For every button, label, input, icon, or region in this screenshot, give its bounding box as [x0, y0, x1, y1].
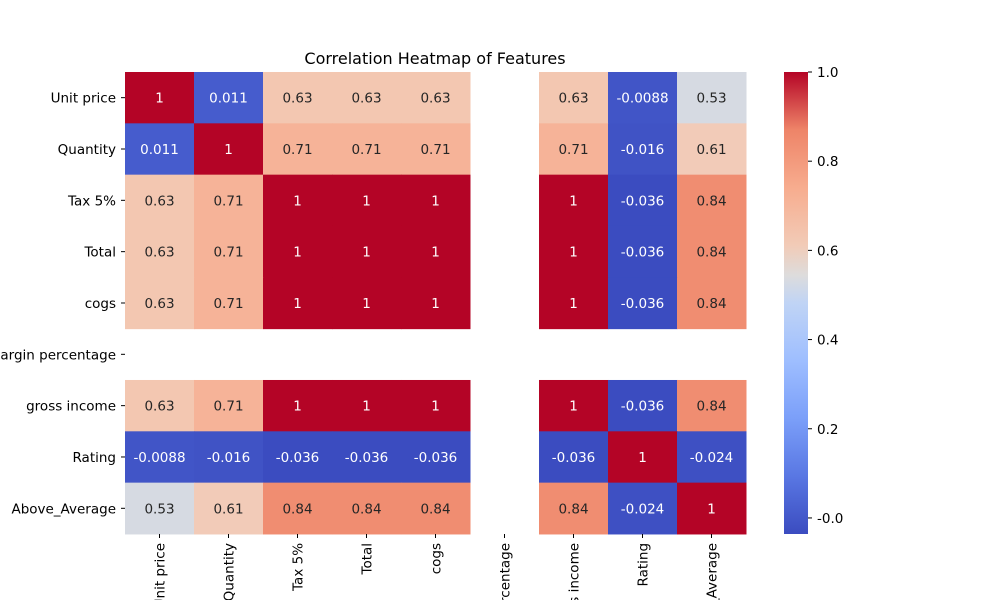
colorbar-tick-label: 0.8 [817, 154, 838, 170]
cell-annotation: 1 [431, 399, 440, 415]
cell-annotation: -0.036 [552, 450, 596, 466]
cell-annotation: 0.61 [213, 501, 243, 517]
colorbar-tick-label: 0.4 [817, 333, 838, 349]
cell-annotation: 1 [293, 296, 302, 312]
cell-annotation: 1 [707, 501, 716, 517]
chart-title: Correlation Heatmap of Features [304, 49, 565, 68]
x-tick-label: gross income [567, 543, 583, 600]
cell-annotation: 0.71 [351, 142, 381, 158]
cell-annotation: 0.61 [696, 142, 726, 158]
cell-annotation: 0.71 [213, 193, 243, 209]
cell-annotation: 0.63 [144, 296, 174, 312]
cell-annotation: 1 [224, 142, 233, 158]
cell-annotation: 1 [431, 245, 440, 261]
cell-annotation: -0.036 [621, 399, 665, 415]
cell-annotation: -0.016 [207, 450, 251, 466]
x-tick-label: Quantity [222, 543, 238, 600]
cell-annotation: 1 [431, 193, 440, 209]
y-tick-label: Quantity [58, 142, 116, 158]
colorbar-tick-label: 1.0 [817, 65, 838, 81]
cell-annotation: 0.63 [144, 245, 174, 261]
y-tick-label: Total [83, 245, 116, 261]
x-tick-label: Rating [636, 543, 652, 587]
cell-annotation: 0.71 [420, 142, 450, 158]
cell-annotation: 0.84 [351, 501, 381, 517]
cell-annotation: 1 [431, 296, 440, 312]
x-tick-label: Unit price [153, 543, 169, 600]
cell-annotation: 1 [293, 193, 302, 209]
cell-annotation: 0.84 [696, 245, 726, 261]
cell-annotation: 1 [362, 399, 371, 415]
y-tick-label: Unit price [51, 91, 116, 107]
y-tick-label: gross income [26, 399, 116, 415]
cell-annotation: 0.011 [140, 142, 179, 158]
cell-annotation: 0.63 [144, 193, 174, 209]
cell-annotation: 0.63 [144, 399, 174, 415]
cell-annotation: -0.0088 [616, 91, 668, 107]
cell-annotation: 1 [569, 399, 578, 415]
cell-annotation: 0.84 [420, 501, 450, 517]
cell-annotation: 0.84 [282, 501, 312, 517]
colorbar-tick-label: 0.6 [817, 243, 838, 259]
cell-annotation: -0.024 [690, 450, 734, 466]
cell-annotation: 0.71 [282, 142, 312, 158]
x-tick-label: cogs [429, 543, 445, 574]
cell-annotation: -0.036 [414, 450, 458, 466]
cell-annotation: 0.71 [558, 142, 588, 158]
cell-annotation: 1 [362, 296, 371, 312]
cell-annotation: 0.63 [420, 91, 450, 107]
cell-annotation: 0.011 [209, 91, 248, 107]
colorbar-gradient [784, 72, 808, 534]
cell-annotation: -0.036 [621, 245, 665, 261]
colorbar: -0.0 0.2 0.4 0.6 0.8 1.0 [784, 65, 843, 534]
cell-annotation: 1 [569, 245, 578, 261]
y-tick-label: gross margin percentage [0, 347, 116, 363]
cell-annotation: 0.84 [696, 296, 726, 312]
cell-annotation: 0.71 [213, 245, 243, 261]
cell-annotation: -0.0088 [133, 450, 185, 466]
cell-annotation: 0.53 [144, 501, 174, 517]
cell-annotation: -0.036 [276, 450, 320, 466]
cell-annotation: 1 [569, 193, 578, 209]
colorbar-tick-label: 0.2 [817, 422, 838, 438]
cell-annotation: 0.53 [696, 91, 726, 107]
colorbar-tick-label: -0.0 [817, 511, 843, 527]
cell-annotation: -0.036 [621, 296, 665, 312]
x-axis: Unit price Quantity Tax 5% Total cogs gross m… [153, 534, 721, 600]
cell-annotation: 1 [362, 193, 371, 209]
cell-annotation: 0.63 [558, 91, 588, 107]
cell-annotation: 1 [155, 91, 164, 107]
cell-annotation: 0.63 [351, 91, 381, 107]
cell-annotation: 1 [569, 296, 578, 312]
cell-annotation: 1 [362, 245, 371, 261]
x-tick-label: Above_Average [705, 543, 721, 600]
cell-annotation: -0.016 [621, 142, 665, 158]
cell-annotation: 0.71 [213, 296, 243, 312]
x-tick-label: Total [360, 543, 376, 576]
x-tick-label: Tax 5% [291, 543, 307, 592]
heatmap-annotations: 1 0.011 0.63 0.63 0.63 0.63 -0.0088 0.53 0.011 1 0… [133, 91, 733, 518]
cell-annotation: 0.84 [696, 399, 726, 415]
cell-annotation: -0.036 [621, 193, 665, 209]
y-tick-label: cogs [85, 296, 116, 312]
x-tick-label: gross margin percentage [498, 543, 514, 600]
cell-annotation: 0.71 [213, 399, 243, 415]
cell-annotation: 0.63 [282, 91, 312, 107]
cell-annotation: -0.036 [345, 450, 389, 466]
cell-annotation: -0.024 [621, 501, 665, 517]
y-tick-label: Above_Average [11, 501, 116, 517]
cell-annotation: 0.84 [696, 193, 726, 209]
cell-annotation: 1 [293, 245, 302, 261]
cell-annotation: 1 [638, 450, 647, 466]
cell-annotation: 1 [293, 399, 302, 415]
y-tick-label: Tax 5% [67, 193, 116, 209]
y-axis: Unit price Quantity Tax 5% Total cogs gross m… [0, 91, 125, 518]
y-tick-label: Rating [72, 450, 116, 466]
cell-annotation: 0.84 [558, 501, 588, 517]
